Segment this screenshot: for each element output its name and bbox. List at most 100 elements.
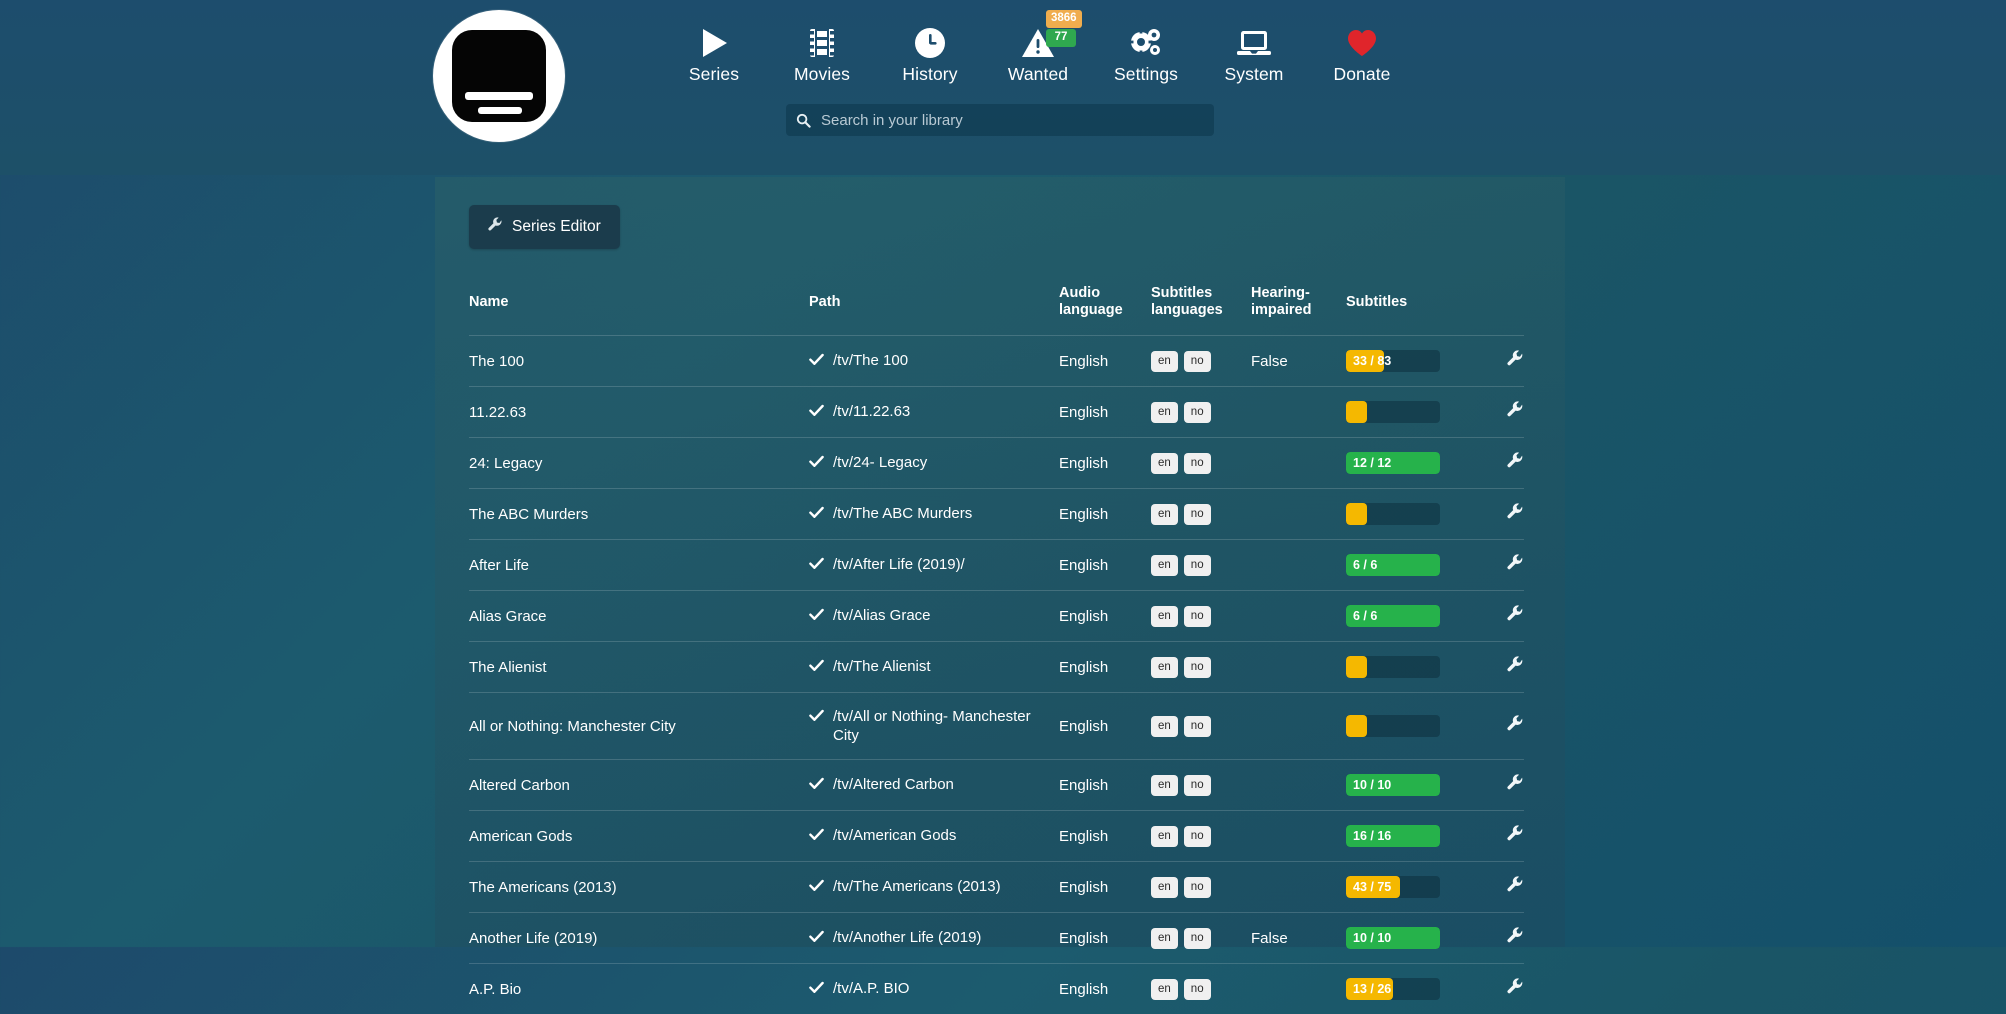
language-pill[interactable]: no	[1184, 928, 1211, 949]
language-pill[interactable]: en	[1151, 928, 1178, 949]
row-edit-button[interactable]	[1476, 811, 1524, 862]
header-subtitles-languages[interactable]: Subtitles languages	[1151, 285, 1251, 336]
cell-name[interactable]: The Americans (2013)	[469, 862, 809, 913]
cell-name[interactable]: The 100	[469, 336, 809, 387]
language-pill[interactable]: no	[1184, 606, 1211, 627]
wanted-badge-warning[interactable]: 3866	[1046, 10, 1082, 28]
cell-name[interactable]: Another Life (2019)	[469, 913, 809, 964]
language-pill[interactable]: no	[1184, 453, 1211, 474]
language-pill[interactable]: no	[1184, 657, 1211, 678]
language-pill[interactable]: en	[1151, 775, 1178, 796]
cell-name[interactable]: Alias Grace	[469, 591, 809, 642]
cell-name[interactable]: A.P. Bio	[469, 964, 809, 1014]
language-pill[interactable]: no	[1184, 351, 1211, 372]
series-editor-button[interactable]: Series Editor	[469, 205, 620, 249]
row-edit-button[interactable]	[1476, 693, 1524, 760]
language-pill[interactable]: no	[1184, 979, 1211, 1000]
language-pill[interactable]: no	[1184, 877, 1211, 898]
language-pill[interactable]: en	[1151, 555, 1178, 576]
nav-item-history[interactable]: History	[876, 18, 984, 85]
header-path[interactable]: Path	[809, 285, 1059, 336]
gears-icon	[1092, 22, 1200, 64]
subtitles-progress-label: 12 / 12	[1353, 452, 1391, 474]
nav-item-series[interactable]: Series	[660, 18, 768, 85]
bazarr-logo[interactable]	[433, 10, 565, 142]
cell-name[interactable]: 24: Legacy	[469, 438, 809, 489]
search-input[interactable]	[821, 112, 1204, 129]
cell-hearing-impaired	[1251, 862, 1346, 913]
subtitles-progress-label: 10 / 10	[1353, 927, 1391, 949]
cell-name[interactable]: The Alienist	[469, 642, 809, 693]
header-hearing-impaired[interactable]: Hearing-impaired	[1251, 285, 1346, 336]
row-edit-button[interactable]	[1476, 591, 1524, 642]
language-pill[interactable]: en	[1151, 402, 1178, 423]
language-pill[interactable]: no	[1184, 555, 1211, 576]
row-edit-button[interactable]	[1476, 642, 1524, 693]
cell-path: /tv/Another Life (2019)	[809, 913, 1059, 964]
row-edit-button[interactable]	[1476, 913, 1524, 964]
table-row[interactable]: The Americans (2013)/tv/The Americans (2…	[469, 862, 1524, 913]
row-edit-button[interactable]	[1476, 336, 1524, 387]
cell-name[interactable]: Altered Carbon	[469, 760, 809, 811]
path-text: /tv/The ABC Murders	[833, 504, 972, 523]
row-edit-button[interactable]	[1476, 760, 1524, 811]
cell-subtitles: 10 / 10	[1346, 760, 1476, 811]
cell-name[interactable]: After Life	[469, 540, 809, 591]
nav-item-donate[interactable]: Donate	[1308, 18, 1416, 85]
row-edit-button[interactable]	[1476, 438, 1524, 489]
nav-item-movies[interactable]: Movies	[768, 18, 876, 85]
language-pill[interactable]: no	[1184, 504, 1211, 525]
cell-path: /tv/After Life (2019)/	[809, 540, 1059, 591]
row-edit-button[interactable]	[1476, 489, 1524, 540]
nav-item-system[interactable]: System	[1200, 18, 1308, 85]
search-icon	[796, 113, 811, 128]
language-pill[interactable]: en	[1151, 826, 1178, 847]
language-pill[interactable]: en	[1151, 351, 1178, 372]
cell-name[interactable]: All or Nothing: Manchester City	[469, 693, 809, 760]
header-subtitles[interactable]: Subtitles	[1346, 285, 1476, 336]
table-row[interactable]: All or Nothing: Manchester City/tv/All o…	[469, 693, 1524, 760]
cell-name[interactable]: American Gods	[469, 811, 809, 862]
nav-item-wanted[interactable]: 3866 77 Wanted	[984, 18, 1092, 85]
cell-name[interactable]: 11.22.63	[469, 387, 809, 438]
language-pill[interactable]: en	[1151, 504, 1178, 525]
language-pill[interactable]: en	[1151, 657, 1178, 678]
search-bar[interactable]	[786, 104, 1214, 136]
language-pill[interactable]: en	[1151, 453, 1178, 474]
language-pill[interactable]: no	[1184, 402, 1211, 423]
table-row[interactable]: Another Life (2019)/tv/Another Life (201…	[469, 913, 1524, 964]
row-edit-button[interactable]	[1476, 964, 1524, 1014]
cell-name[interactable]: The ABC Murders	[469, 489, 809, 540]
row-edit-button[interactable]	[1476, 862, 1524, 913]
language-pill[interactable]: en	[1151, 979, 1178, 1000]
language-pill[interactable]: no	[1184, 826, 1211, 847]
cell-hearing-impaired	[1251, 693, 1346, 760]
subtitles-progress-bar: 33 / 83	[1346, 350, 1440, 372]
row-edit-button[interactable]	[1476, 387, 1524, 438]
language-pill[interactable]: en	[1151, 716, 1178, 737]
nav-item-settings[interactable]: Settings	[1092, 18, 1200, 85]
wanted-badge-success[interactable]: 77	[1046, 29, 1076, 47]
language-pill[interactable]: en	[1151, 877, 1178, 898]
language-pill[interactable]: no	[1184, 716, 1211, 737]
cell-hearing-impaired	[1251, 540, 1346, 591]
row-edit-button[interactable]	[1476, 540, 1524, 591]
language-pill[interactable]: en	[1151, 606, 1178, 627]
check-icon	[809, 827, 824, 847]
header-audio-language[interactable]: Audio language	[1059, 285, 1151, 336]
check-icon	[809, 776, 824, 796]
header-name[interactable]: Name	[469, 285, 809, 336]
language-pill[interactable]: no	[1184, 775, 1211, 796]
subtitles-progress-bar	[1346, 715, 1440, 737]
